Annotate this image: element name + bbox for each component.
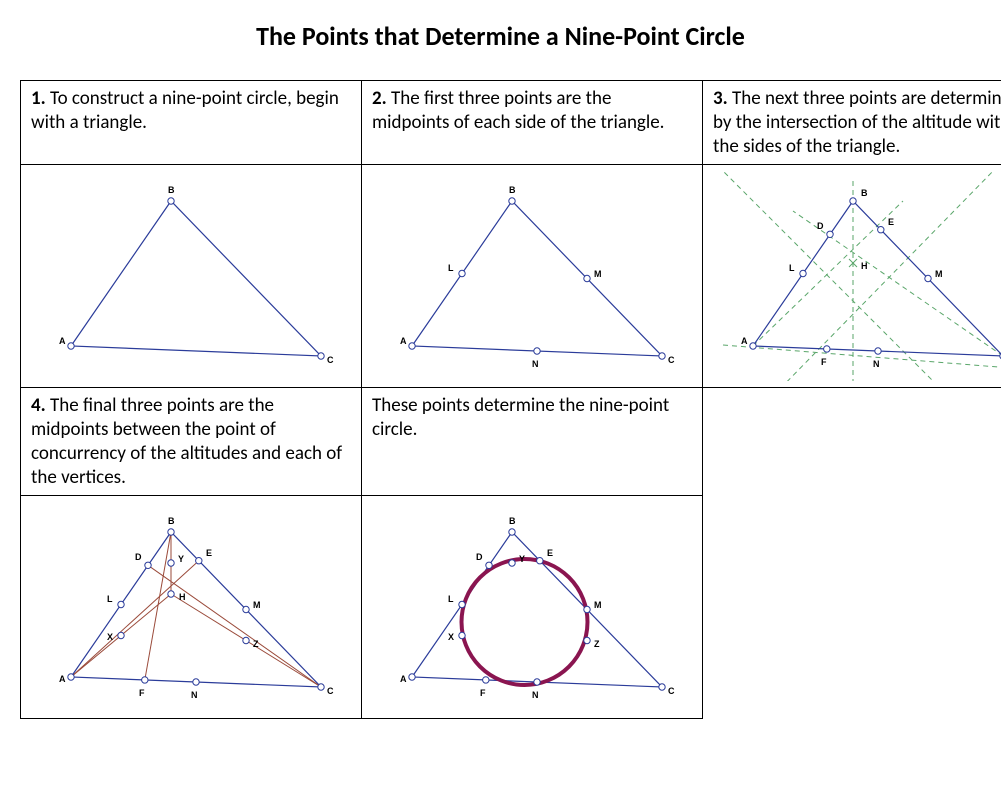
step3-diagram: A B C L M N D E F H <box>703 165 1001 388</box>
svg-text:X: X <box>448 632 454 642</box>
svg-text:B: B <box>168 516 175 526</box>
svg-text:H: H <box>179 592 186 602</box>
step2-num: 2. <box>372 87 387 110</box>
step2-body: The first three points are the midpoints… <box>372 87 664 134</box>
svg-text:D: D <box>817 221 824 231</box>
svg-text:L: L <box>789 263 795 273</box>
step5-body: These points determine the nine-point ci… <box>372 394 669 441</box>
svg-text:B: B <box>861 188 868 198</box>
svg-text:H: H <box>861 261 868 271</box>
svg-text:A: A <box>741 336 748 346</box>
svg-text:B: B <box>509 185 516 195</box>
svg-text:N: N <box>532 690 539 700</box>
triangle-diagram-2: A B C L M N <box>372 171 692 381</box>
triangle-diagram-4: A B C L M N D E F H X Y Z <box>31 502 351 712</box>
svg-text:A: A <box>400 674 407 684</box>
empty-cell-2 <box>703 496 1001 719</box>
svg-text:B: B <box>509 516 516 526</box>
triangle-diagram-5: A B C L M N D E F X Y Z <box>372 502 692 712</box>
step1-text: 1. To construct a nine-point circle, beg… <box>21 81 362 165</box>
step5-diagram: A B C L M N D E F X Y Z <box>362 496 703 719</box>
step4-diagram: A B C L M N D E F H X Y Z <box>21 496 362 719</box>
svg-text:M: M <box>935 269 943 279</box>
svg-text:Y: Y <box>519 554 525 564</box>
svg-text:A: A <box>59 336 66 346</box>
svg-text:Z: Z <box>594 639 600 649</box>
svg-text:L: L <box>448 263 454 273</box>
svg-text:C: C <box>668 355 675 365</box>
svg-text:M: M <box>253 600 261 610</box>
svg-text:Z: Z <box>253 639 259 649</box>
step4-num: 4. <box>31 394 46 417</box>
svg-text:F: F <box>480 688 486 698</box>
svg-text:C: C <box>668 686 675 696</box>
svg-text:D: D <box>476 552 483 562</box>
svg-text:L: L <box>448 594 454 604</box>
svg-text:Y: Y <box>178 554 184 564</box>
svg-text:F: F <box>821 357 827 367</box>
svg-text:E: E <box>206 548 212 558</box>
svg-text:F: F <box>139 688 145 698</box>
svg-text:C: C <box>327 686 334 696</box>
svg-text:A: A <box>59 674 66 684</box>
step2-diagram: A B C L M N <box>362 165 703 388</box>
step2-text: 2. The first three points are the midpoi… <box>362 81 703 165</box>
svg-text:X: X <box>107 632 113 642</box>
empty-cell <box>703 388 1001 496</box>
svg-text:M: M <box>594 269 602 279</box>
steps-table: 1. To construct a nine-point circle, beg… <box>20 80 1001 719</box>
step3-body: The next three points are determined by … <box>713 87 1001 158</box>
svg-text:D: D <box>135 552 142 562</box>
svg-text:M: M <box>594 600 602 610</box>
step4-body: The final three points are the midpoints… <box>31 394 342 488</box>
step1-diagram: A B C <box>21 165 362 388</box>
step4-text: 4. The final three points are the midpoi… <box>21 388 362 496</box>
triangle-diagram-3: A B C L M N D E F H <box>713 171 1001 381</box>
step1-num: 1. <box>31 87 46 110</box>
svg-text:N: N <box>873 359 880 369</box>
svg-text:B: B <box>168 185 175 195</box>
svg-text:A: A <box>400 336 407 346</box>
step1-body: To construct a nine-point circle, begin … <box>31 87 339 134</box>
svg-text:E: E <box>547 548 553 558</box>
page-title: The Points that Determine a Nine-Point C… <box>20 20 981 52</box>
svg-text:N: N <box>532 359 539 369</box>
step3-num: 3. <box>713 87 728 110</box>
svg-text:N: N <box>191 690 198 700</box>
svg-text:C: C <box>327 355 334 365</box>
triangle-diagram-1: A B C <box>31 171 351 381</box>
svg-text:E: E <box>888 217 894 227</box>
step3-text: 3. The next three points are determined … <box>703 81 1001 165</box>
step5-text: These points determine the nine-point ci… <box>362 388 703 496</box>
svg-text:L: L <box>107 594 113 604</box>
